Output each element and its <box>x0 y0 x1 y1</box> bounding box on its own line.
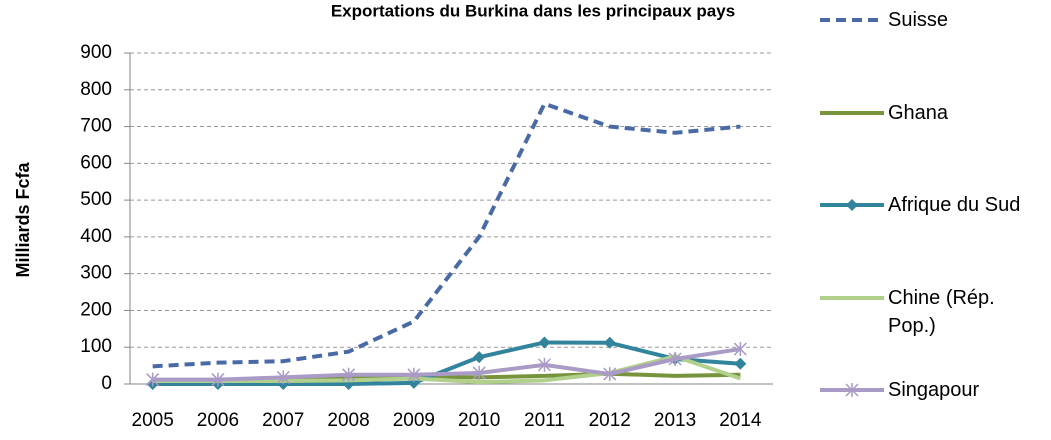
legend-label: Singapour <box>888 379 980 401</box>
y-axis-label: Milliards Fcfa <box>13 161 33 277</box>
y-tick-label: 300 <box>80 263 112 284</box>
marker <box>603 367 617 382</box>
marker <box>407 367 421 382</box>
y-tick-label: 500 <box>80 189 112 210</box>
marker <box>668 351 682 366</box>
x-tick-label: 2014 <box>719 410 762 431</box>
marker <box>733 342 747 357</box>
x-tick-label: 2013 <box>654 410 696 431</box>
marker <box>845 383 859 397</box>
x-tick-label: 2007 <box>262 410 304 431</box>
marker <box>734 357 747 370</box>
legend-label: Ghana <box>888 102 949 124</box>
x-tick-label: 2008 <box>327 410 369 431</box>
marker <box>146 372 160 387</box>
series-line <box>152 347 741 382</box>
y-tick-label: 100 <box>80 336 112 357</box>
legend-label: Suisse <box>888 9 949 31</box>
y-tick-label: 0 <box>101 373 112 394</box>
x-tick-label: 2006 <box>197 410 239 431</box>
x-tick-label: 2010 <box>458 410 500 431</box>
marker <box>342 367 356 382</box>
x-tick-label: 2011 <box>524 410 565 431</box>
y-tick-label: 700 <box>80 116 112 137</box>
legend-label: Afrique du Sud <box>888 194 1021 216</box>
legend-label: Chine (Rép. Pop.) <box>888 287 995 337</box>
y-tick-label: 900 <box>80 42 112 63</box>
marker <box>846 199 858 211</box>
x-tick-label: 2005 <box>132 410 174 431</box>
marker <box>537 357 551 372</box>
y-tick-label: 600 <box>80 152 112 173</box>
chart-title: Exportations du Burkina dans les princip… <box>331 1 735 20</box>
series-line <box>152 101 741 369</box>
series-line <box>152 340 741 386</box>
x-tick-label: 2009 <box>393 410 435 431</box>
y-tick-label: 800 <box>80 79 112 100</box>
marker <box>538 336 551 349</box>
marker <box>603 336 616 349</box>
y-tick-label: 400 <box>80 226 112 247</box>
marker <box>472 365 486 380</box>
marker <box>276 370 290 385</box>
x-tick-label: 2012 <box>589 410 631 431</box>
marker <box>211 372 225 387</box>
y-tick-label: 200 <box>80 299 112 320</box>
marker <box>473 351 486 364</box>
